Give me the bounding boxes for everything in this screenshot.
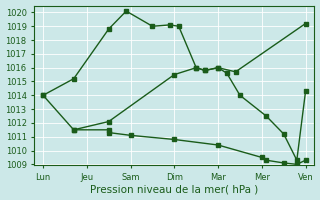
X-axis label: Pression niveau de la mer( hPa ): Pression niveau de la mer( hPa ): [90, 184, 259, 194]
